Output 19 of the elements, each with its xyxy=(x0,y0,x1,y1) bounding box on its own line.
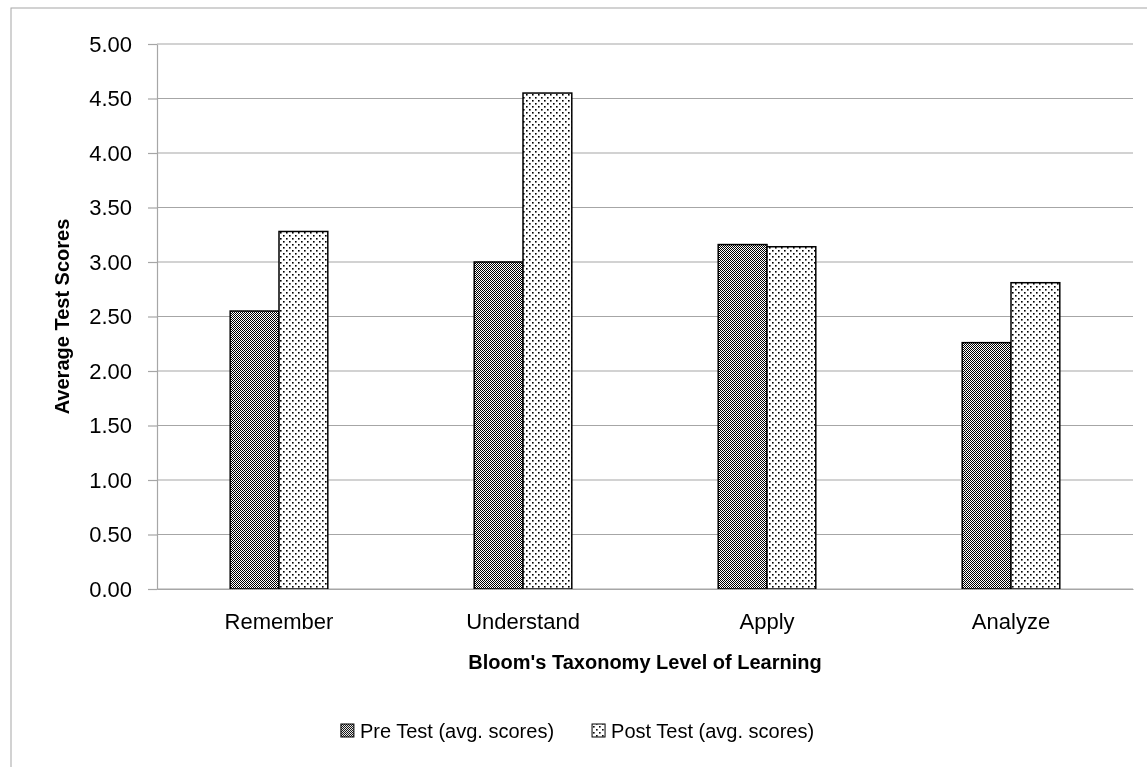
y-axis-title: Average Test Scores xyxy=(51,218,73,415)
x-axis-title: Bloom's Taxonomy Level of Learning xyxy=(468,651,822,673)
y-tick-label: 4.00 xyxy=(89,140,132,166)
y-tick-label: 3.00 xyxy=(89,249,132,275)
x-tick-label: Analyze xyxy=(971,608,1051,634)
y-tick-label: 0.00 xyxy=(89,576,132,602)
x-tick-label: Apply xyxy=(739,608,795,634)
y-tick-label: 1.50 xyxy=(89,413,132,439)
y-tick-label: 0.50 xyxy=(89,522,132,548)
y-tick-label: 3.50 xyxy=(89,195,132,221)
x-tick-label: Remember xyxy=(224,608,334,634)
y-tick-label: 1.00 xyxy=(89,467,132,493)
x-tick-label: Understand xyxy=(466,608,580,634)
legend-label: Pre Test (avg. scores) xyxy=(359,720,555,742)
y-tick-label: 2.00 xyxy=(89,358,132,384)
legend-label: Post Test (avg. scores) xyxy=(611,720,815,742)
y-tick-label: 4.50 xyxy=(89,86,132,112)
y-tick-label: 5.00 xyxy=(89,31,132,57)
y-tick-label: 2.50 xyxy=(89,304,132,330)
